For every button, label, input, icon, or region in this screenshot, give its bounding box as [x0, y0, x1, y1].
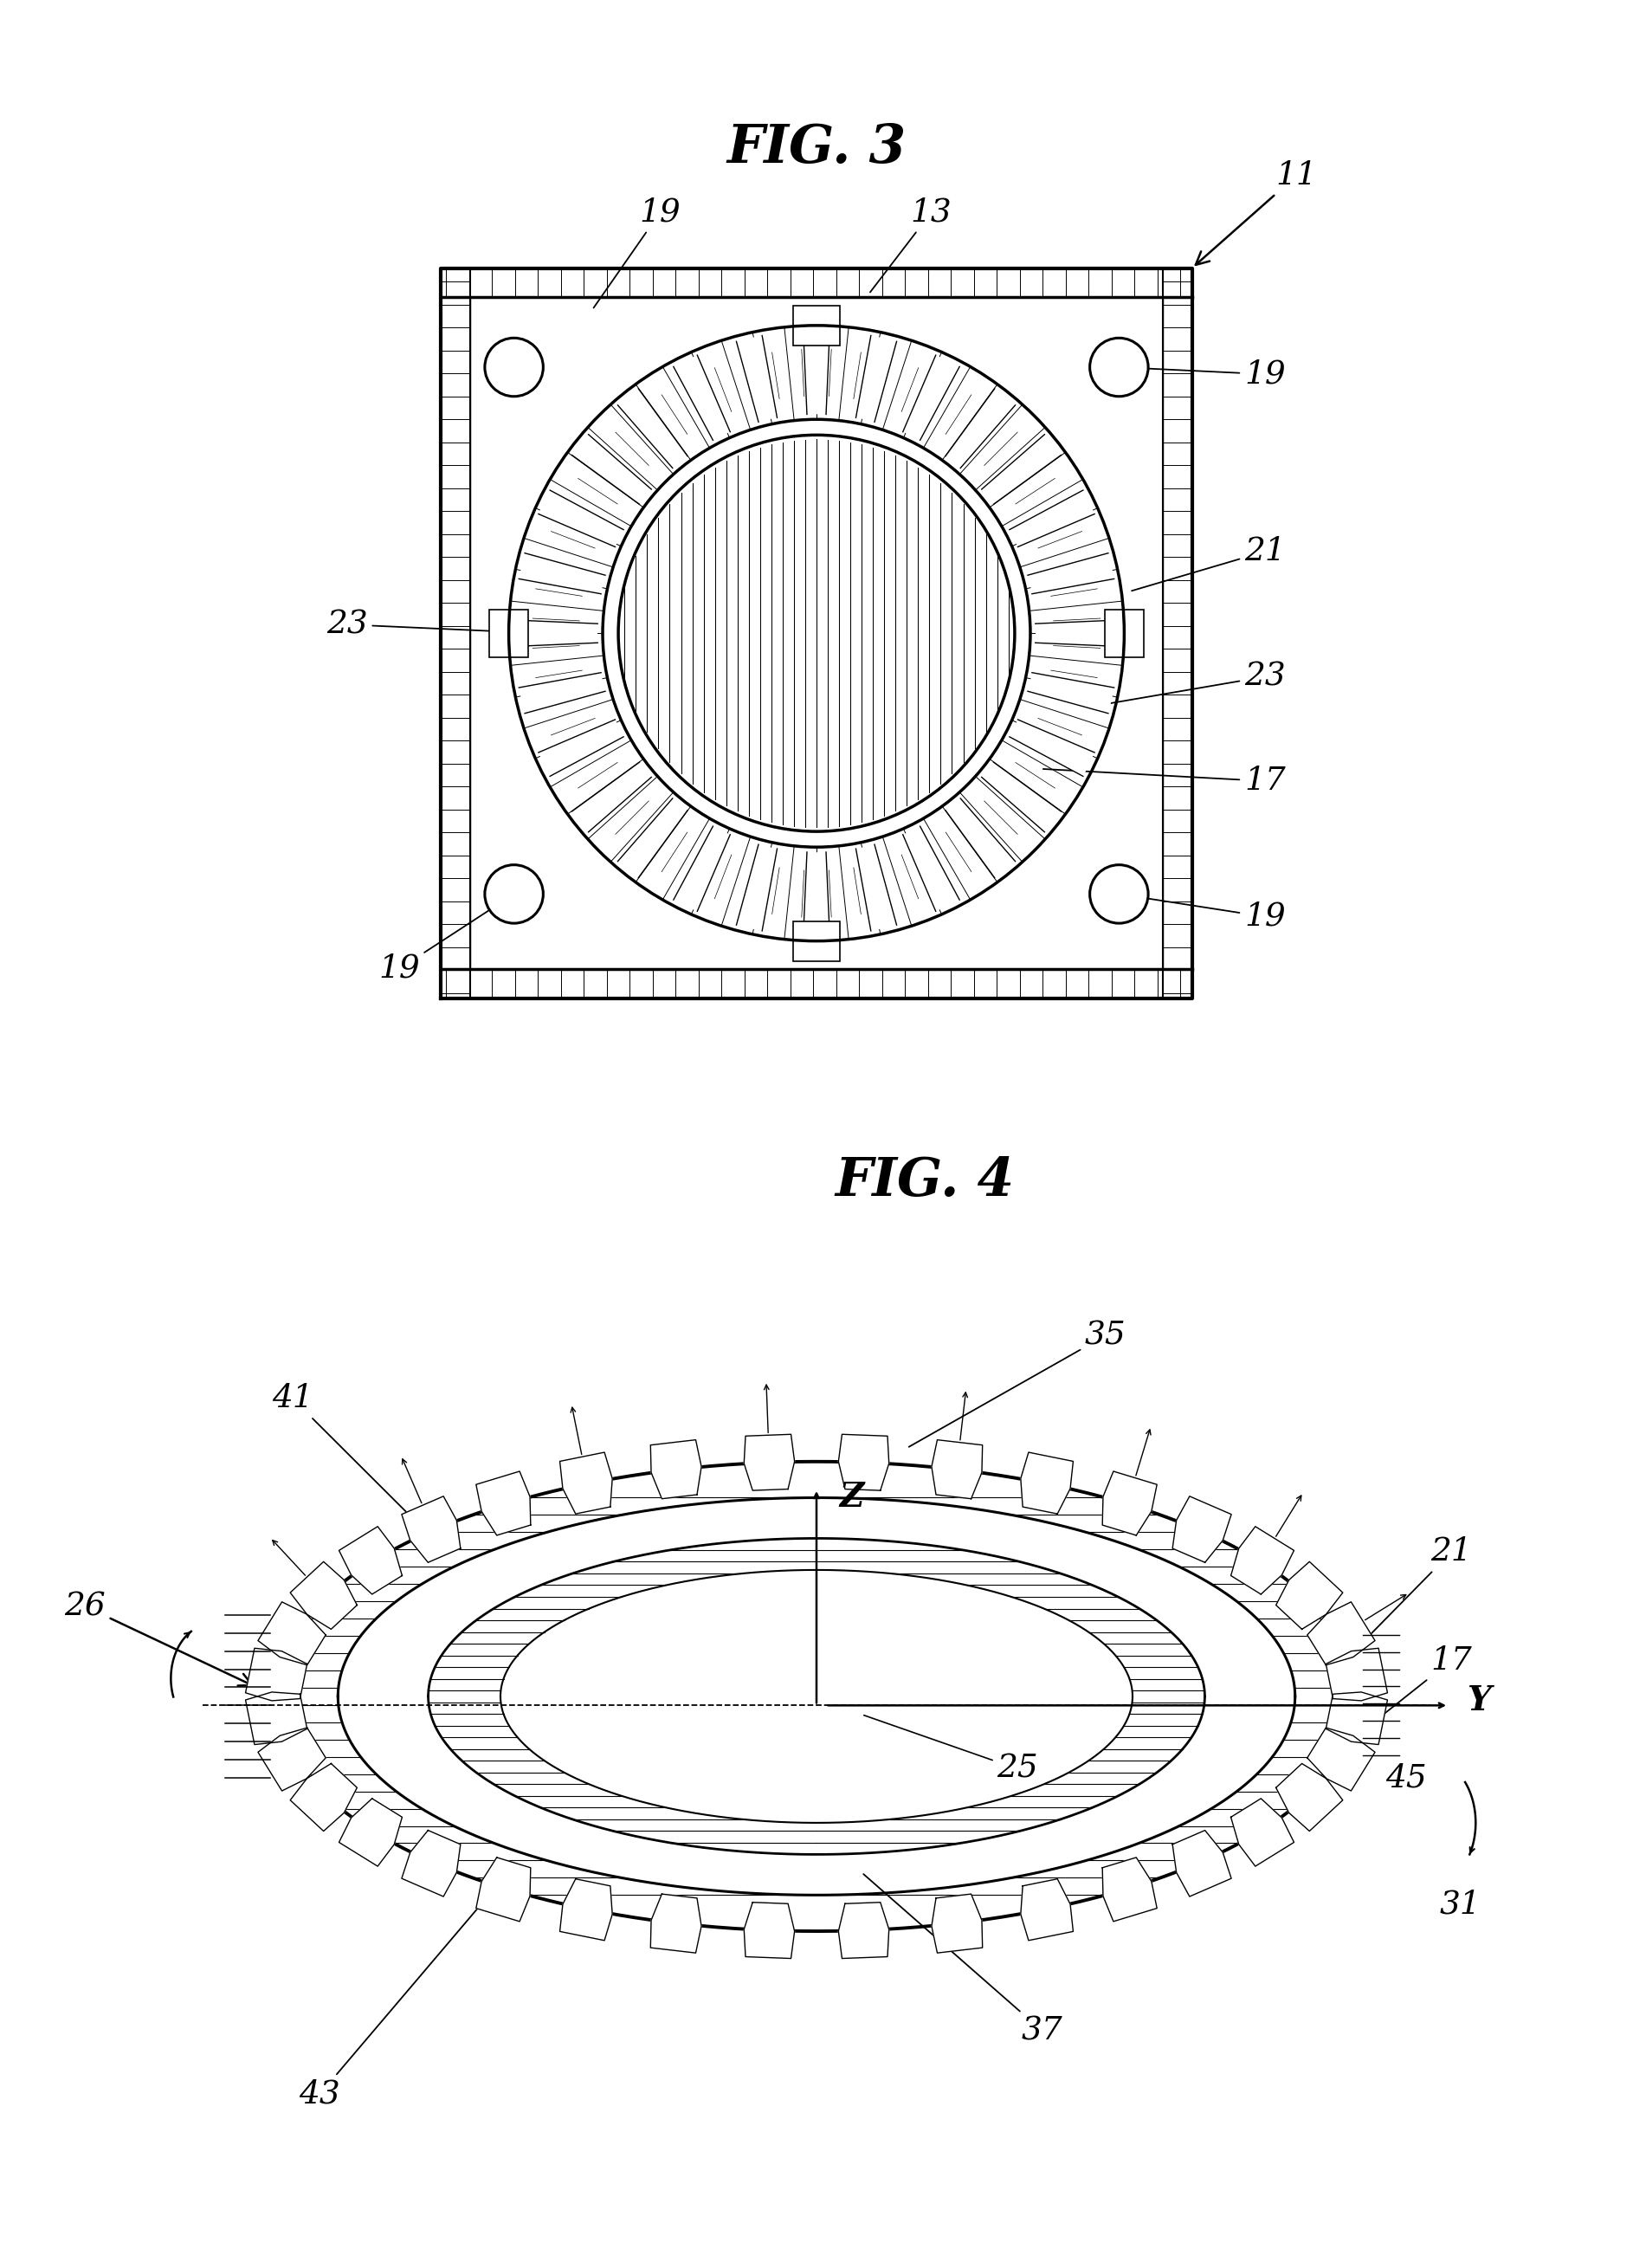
Text: 13: 13: [870, 197, 952, 293]
Polygon shape: [560, 1878, 612, 1941]
Polygon shape: [745, 1903, 795, 1960]
Polygon shape: [946, 388, 1016, 467]
Polygon shape: [1102, 1857, 1156, 1921]
Polygon shape: [673, 826, 730, 912]
Polygon shape: [340, 1526, 402, 1594]
Circle shape: [1089, 338, 1148, 397]
Polygon shape: [617, 388, 687, 467]
Polygon shape: [245, 1649, 307, 1701]
Text: 21: 21: [1365, 1538, 1471, 1640]
Text: 35: 35: [910, 1320, 1127, 1447]
Polygon shape: [1275, 1765, 1342, 1830]
Text: 37: 37: [864, 1873, 1063, 2046]
Polygon shape: [838, 1433, 888, 1490]
Polygon shape: [477, 1857, 531, 1921]
Polygon shape: [560, 1452, 612, 1513]
Text: Y: Y: [1466, 1683, 1491, 1717]
Polygon shape: [519, 674, 606, 714]
Polygon shape: [1027, 553, 1114, 594]
Polygon shape: [509, 327, 1124, 941]
Text: 25: 25: [864, 1715, 1039, 1785]
Polygon shape: [1172, 1497, 1231, 1563]
Polygon shape: [572, 762, 652, 832]
Text: 45: 45: [1385, 1762, 1427, 1794]
Text: 23: 23: [327, 610, 537, 640]
Polygon shape: [803, 853, 830, 937]
Polygon shape: [617, 798, 687, 878]
Text: 19: 19: [1122, 894, 1285, 932]
Circle shape: [485, 338, 544, 397]
Polygon shape: [673, 356, 730, 440]
Polygon shape: [1308, 1601, 1375, 1665]
Text: 21: 21: [1132, 535, 1285, 590]
Polygon shape: [1326, 1692, 1388, 1744]
Polygon shape: [539, 490, 624, 547]
Polygon shape: [931, 1440, 983, 1499]
Text: 17: 17: [1350, 1644, 1471, 1740]
Polygon shape: [519, 553, 606, 594]
Polygon shape: [291, 1765, 358, 1830]
Polygon shape: [1027, 674, 1114, 714]
Polygon shape: [1021, 1878, 1073, 1941]
Polygon shape: [792, 921, 841, 962]
Polygon shape: [903, 356, 960, 440]
Text: 31: 31: [1440, 1889, 1481, 1921]
Polygon shape: [981, 762, 1061, 832]
Polygon shape: [1035, 619, 1119, 646]
Polygon shape: [572, 435, 652, 503]
Polygon shape: [1231, 1799, 1293, 1867]
Polygon shape: [488, 610, 529, 658]
Polygon shape: [1009, 490, 1094, 547]
Polygon shape: [946, 798, 1016, 878]
Polygon shape: [539, 719, 624, 776]
Polygon shape: [245, 1692, 307, 1744]
Polygon shape: [402, 1497, 461, 1563]
Polygon shape: [1009, 719, 1094, 776]
Polygon shape: [931, 1894, 983, 1953]
Polygon shape: [1021, 1452, 1073, 1513]
Text: 41: 41: [273, 1383, 436, 1542]
Polygon shape: [258, 1728, 325, 1792]
Polygon shape: [1275, 1563, 1342, 1628]
Text: FIG. 4: FIG. 4: [834, 1157, 1014, 1207]
Polygon shape: [477, 1472, 531, 1535]
Polygon shape: [856, 844, 897, 930]
Polygon shape: [736, 844, 777, 930]
Polygon shape: [856, 336, 897, 422]
Polygon shape: [745, 1433, 795, 1490]
Polygon shape: [1308, 1728, 1375, 1792]
Polygon shape: [981, 435, 1061, 503]
Polygon shape: [1231, 1526, 1293, 1594]
Polygon shape: [1104, 610, 1145, 658]
Polygon shape: [258, 1601, 325, 1665]
Text: 17: 17: [1043, 767, 1285, 796]
Polygon shape: [792, 306, 841, 345]
Polygon shape: [903, 826, 960, 912]
Polygon shape: [650, 1894, 702, 1953]
Text: 23: 23: [1096, 662, 1285, 705]
Circle shape: [485, 864, 544, 923]
Text: 19: 19: [1122, 358, 1285, 390]
Polygon shape: [514, 619, 598, 646]
Polygon shape: [1326, 1649, 1388, 1701]
Polygon shape: [1172, 1830, 1231, 1896]
Polygon shape: [402, 1830, 461, 1896]
Polygon shape: [650, 1440, 702, 1499]
Text: 19: 19: [594, 197, 681, 308]
Circle shape: [1089, 864, 1148, 923]
Polygon shape: [803, 331, 830, 415]
Text: 26: 26: [64, 1590, 253, 1685]
Text: FIG. 3: FIG. 3: [727, 122, 906, 175]
Polygon shape: [340, 1799, 402, 1867]
Text: 19: 19: [379, 896, 513, 984]
Polygon shape: [838, 1903, 888, 1960]
Polygon shape: [736, 336, 777, 422]
Text: 11: 11: [1195, 161, 1316, 265]
Text: 43: 43: [299, 1882, 500, 2109]
Circle shape: [619, 435, 1014, 832]
Polygon shape: [291, 1563, 358, 1628]
Polygon shape: [1102, 1472, 1156, 1535]
Text: Z: Z: [839, 1481, 864, 1513]
